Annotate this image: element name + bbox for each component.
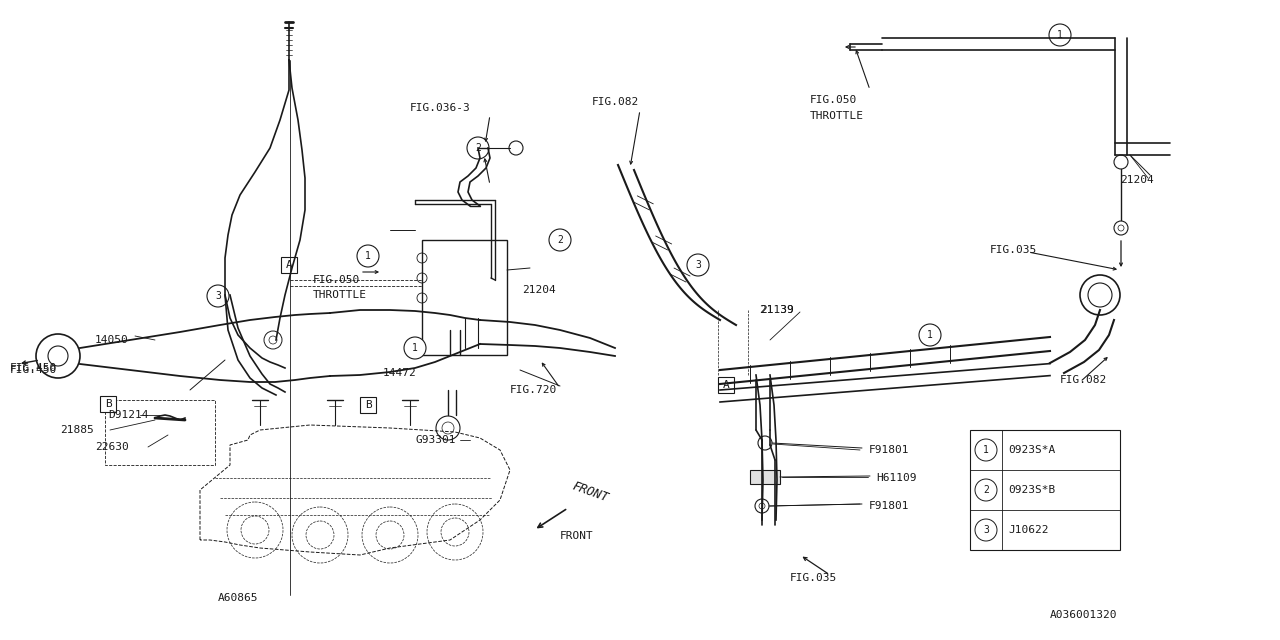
Text: 21 39: 21 39 xyxy=(760,305,794,315)
Text: 3: 3 xyxy=(983,525,989,535)
Circle shape xyxy=(1117,225,1124,231)
Text: FIG.050: FIG.050 xyxy=(314,275,360,285)
Circle shape xyxy=(919,324,941,346)
Text: FIG.036-3: FIG.036-3 xyxy=(410,103,471,113)
Text: 1: 1 xyxy=(365,251,371,261)
Text: THROTTLE: THROTTLE xyxy=(314,290,367,300)
Text: FIG.450: FIG.450 xyxy=(10,363,58,373)
Text: D91214: D91214 xyxy=(108,410,148,420)
Circle shape xyxy=(549,229,571,251)
Text: FIG.082: FIG.082 xyxy=(1060,375,1107,385)
Text: 22630: 22630 xyxy=(95,442,129,452)
Text: 21204: 21204 xyxy=(1120,175,1153,185)
Text: 3: 3 xyxy=(695,260,701,270)
Circle shape xyxy=(442,422,454,434)
Text: 14472: 14472 xyxy=(383,368,417,378)
Text: A: A xyxy=(723,380,730,390)
Text: A60865: A60865 xyxy=(218,593,259,603)
Text: FIG.050: FIG.050 xyxy=(810,95,858,105)
Bar xyxy=(105,400,215,465)
Text: 1: 1 xyxy=(927,330,933,340)
Text: A: A xyxy=(285,260,292,270)
Text: F91801: F91801 xyxy=(869,501,910,511)
Text: 21885: 21885 xyxy=(60,425,93,435)
Text: THROTTLE: THROTTLE xyxy=(810,111,864,121)
Text: 2: 2 xyxy=(475,143,481,153)
Text: FIG.082: FIG.082 xyxy=(593,97,639,107)
Text: FIG.450: FIG.450 xyxy=(10,365,58,375)
Text: 0923S*B: 0923S*B xyxy=(1009,485,1055,495)
Text: B: B xyxy=(105,399,111,409)
Bar xyxy=(750,470,780,484)
Text: 1: 1 xyxy=(412,343,419,353)
Text: FRONT: FRONT xyxy=(561,531,594,541)
Text: 1: 1 xyxy=(1057,30,1062,40)
Circle shape xyxy=(404,337,426,359)
Text: H61109: H61109 xyxy=(876,473,916,483)
Text: 21204: 21204 xyxy=(522,285,556,295)
Text: F91801: F91801 xyxy=(869,445,910,455)
Text: 2: 2 xyxy=(557,235,563,245)
Text: FIG.035: FIG.035 xyxy=(790,573,837,583)
Bar xyxy=(422,240,507,355)
Circle shape xyxy=(49,346,68,366)
Text: 21139: 21139 xyxy=(760,305,794,315)
Text: 1: 1 xyxy=(983,445,989,455)
Bar xyxy=(718,377,733,393)
Circle shape xyxy=(975,439,997,461)
Bar xyxy=(100,396,116,412)
Circle shape xyxy=(1088,283,1112,307)
Circle shape xyxy=(759,503,765,509)
Text: FIG.035: FIG.035 xyxy=(989,245,1037,255)
Text: 14050: 14050 xyxy=(95,335,129,345)
Circle shape xyxy=(1050,24,1071,46)
Text: FRONT: FRONT xyxy=(570,480,609,505)
Circle shape xyxy=(975,479,997,501)
Bar xyxy=(970,430,1120,550)
Text: FIG.720: FIG.720 xyxy=(509,385,557,395)
Circle shape xyxy=(207,285,229,307)
Text: 3: 3 xyxy=(215,291,221,301)
Circle shape xyxy=(269,336,276,344)
Circle shape xyxy=(687,254,709,276)
Text: 2: 2 xyxy=(983,485,989,495)
Circle shape xyxy=(467,137,489,159)
Circle shape xyxy=(975,519,997,541)
Text: B: B xyxy=(365,400,371,410)
Bar xyxy=(360,397,376,413)
Text: A036001320: A036001320 xyxy=(1050,610,1117,620)
Text: 0923S*A: 0923S*A xyxy=(1009,445,1055,455)
Text: J10622: J10622 xyxy=(1009,525,1048,535)
Text: G93301: G93301 xyxy=(415,435,456,445)
Bar xyxy=(282,257,297,273)
Circle shape xyxy=(357,245,379,267)
